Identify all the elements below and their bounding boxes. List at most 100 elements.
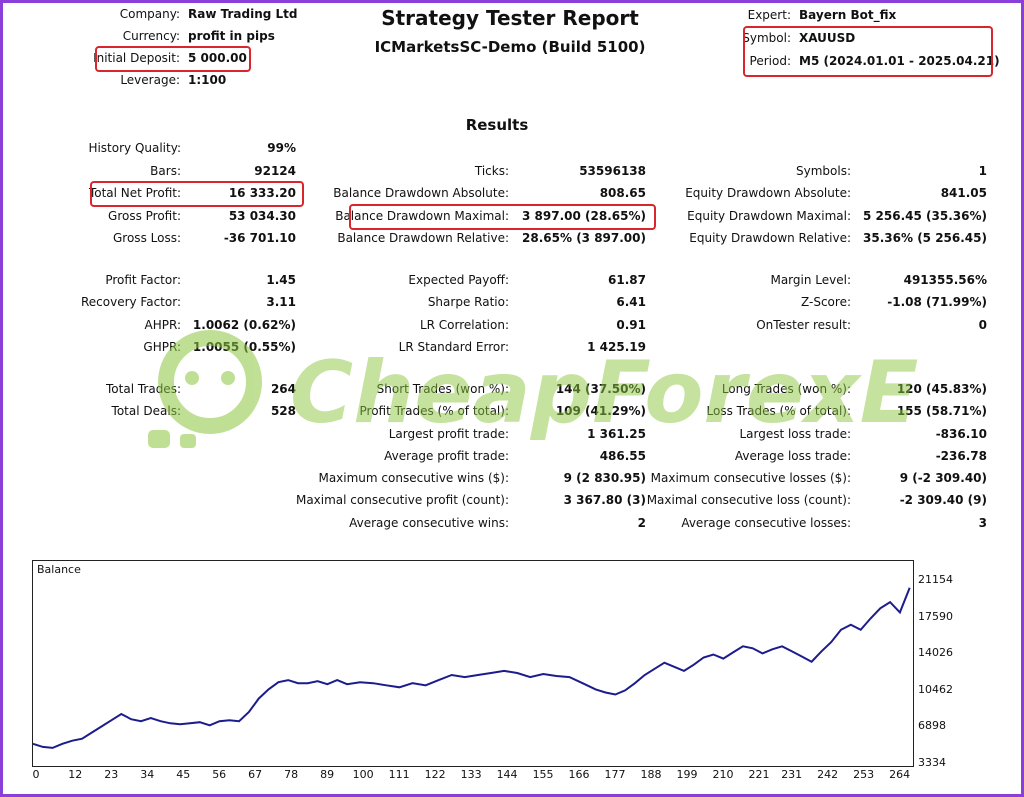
avg-consec-wins-value: 2 xyxy=(637,516,646,530)
initial-deposit-label: Initial Deposit: xyxy=(93,51,180,65)
eq-dd-abs-label: Equity Drawdown Absolute: xyxy=(685,186,851,200)
leverage-label: Leverage: xyxy=(120,73,180,87)
x-tick-label: 264 xyxy=(889,768,911,781)
ontester-label: OnTester result: xyxy=(756,318,851,332)
period-value: M5 (2024.01.01 - 2025.04.21) xyxy=(799,54,1000,68)
sharpe-label: Sharpe Ratio: xyxy=(427,295,509,309)
maximal-consec-profit-value: 3 367.80 (3) xyxy=(563,493,646,507)
symbol-label: Symbol: xyxy=(742,31,791,45)
currency-value: profit in pips xyxy=(188,29,275,43)
report-subtitle: ICMarketsSC-Demo (Build 5100) xyxy=(374,38,646,56)
max-consec-losses-label: Maximum consecutive losses ($): xyxy=(650,471,851,485)
loss-trades-label: Loss Trades (% of total): xyxy=(706,404,852,418)
largest-loss-label: Largest loss trade: xyxy=(739,427,851,441)
max-consec-losses-value: 9 (-2 309.40) xyxy=(899,471,987,485)
symbol-period-highlight-box xyxy=(743,26,993,77)
x-tick-label: 23 xyxy=(104,768,119,781)
balance-series-line xyxy=(33,587,911,749)
recovery-factor-value: 3.11 xyxy=(266,295,296,309)
net-profit-label: Total Net Profit: xyxy=(88,186,181,200)
eq-dd-rel-label: Equity Drawdown Relative: xyxy=(689,231,851,245)
y-tick-label: 21154 xyxy=(918,573,953,586)
largest-profit-value: 1 361.25 xyxy=(587,427,646,441)
margin-level-label: Margin Level: xyxy=(770,273,851,287)
max-consec-wins-label: Maximum consecutive wins ($): xyxy=(318,471,509,485)
x-tick-label: 56 xyxy=(212,768,227,781)
avg-consec-wins-label: Average consecutive wins: xyxy=(349,516,509,530)
y-tick-label: 14026 xyxy=(918,646,953,660)
ahpr-value: 1.0062 (0.62%) xyxy=(192,318,296,332)
avg-loss-label: Average loss trade: xyxy=(734,449,851,463)
gross-profit-value: 53 034.30 xyxy=(228,209,296,223)
avg-loss-value: -236.78 xyxy=(935,449,987,463)
history-quality-value: 99% xyxy=(267,141,296,155)
symbol-value: XAUUSD xyxy=(799,31,856,45)
profit-factor-label: Profit Factor: xyxy=(105,273,181,287)
total-trades-value: 264 xyxy=(270,382,296,396)
x-tick-label: 177 xyxy=(604,768,626,781)
x-tick-label: 0 xyxy=(32,768,40,781)
profit-trades-value: 109 (41.29%) xyxy=(555,404,646,418)
x-tick-label: 221 xyxy=(748,768,770,781)
maximal-consec-loss-value: -2 309.40 (9) xyxy=(899,493,987,507)
ghpr-label: GHPR: xyxy=(143,340,181,354)
zscore-label: Z-Score: xyxy=(801,295,851,309)
ticks-label: Ticks: xyxy=(474,164,509,178)
maximal-consec-loss-label: Maximal consecutive loss (count): xyxy=(646,493,851,507)
chart-title: Balance xyxy=(37,563,81,576)
recovery-factor-label: Recovery Factor: xyxy=(80,295,181,309)
bal-dd-rel-label: Balance Drawdown Relative: xyxy=(337,231,509,245)
eq-dd-abs-value: 841.05 xyxy=(940,186,987,200)
profit-trades-label: Profit Trades (% of total): xyxy=(359,404,509,418)
x-tick-label: 67 xyxy=(248,768,263,781)
bal-dd-abs-label: Balance Drawdown Absolute: xyxy=(333,186,509,200)
currency-label: Currency: xyxy=(122,29,180,43)
ticks-value: 53596138 xyxy=(579,164,646,178)
balance-chart: Balance xyxy=(32,560,914,767)
margin-level-value: 491355.56% xyxy=(903,273,987,287)
symbols-label: Symbols: xyxy=(796,164,851,178)
leverage-value: 1:100 xyxy=(188,73,227,87)
y-tick-label: 6898 xyxy=(918,719,946,733)
x-tick-label: 45 xyxy=(176,768,191,781)
avg-consec-losses-label: Average consecutive losses: xyxy=(681,516,851,530)
balance-chart-svg xyxy=(33,587,911,749)
bal-dd-abs-value: 808.65 xyxy=(599,186,646,200)
long-trades-value: 120 (45.83%) xyxy=(896,382,987,396)
x-tick-label: 188 xyxy=(640,768,662,781)
sharpe-value: 6.41 xyxy=(616,295,646,309)
eq-dd-max-value: 5 256.45 (35.36%) xyxy=(863,209,987,223)
company-label: Company: xyxy=(119,7,180,21)
history-quality-label: History Quality: xyxy=(88,141,181,155)
avg-profit-value: 486.55 xyxy=(599,449,646,463)
report-title: Strategy Tester Report xyxy=(381,6,639,30)
bars-value: 92124 xyxy=(254,164,296,178)
y-tick-label: 10462 xyxy=(918,682,953,696)
avg-profit-label: Average profit trade: xyxy=(384,449,509,463)
x-tick-label: 111 xyxy=(388,768,410,781)
x-tick-label: 210 xyxy=(712,768,734,781)
ontester-value: 0 xyxy=(978,318,987,332)
y-tick-label: 3334 xyxy=(918,756,946,769)
total-deals-value: 528 xyxy=(270,404,296,418)
x-tick-label: 155 xyxy=(532,768,554,781)
net-profit-highlight-box xyxy=(90,181,304,207)
ghpr-value: 1.0055 (0.55%) xyxy=(192,340,296,354)
max-consec-wins-value: 9 (2 830.95) xyxy=(563,471,646,485)
lr-stderr-label: LR Standard Error: xyxy=(398,340,509,354)
x-tick-label: 166 xyxy=(568,768,590,781)
short-trades-label: Short Trades (won %): xyxy=(376,382,509,396)
net-profit-value: 16 333.20 xyxy=(228,186,296,200)
short-trades-value: 144 (37.50%) xyxy=(555,382,646,396)
symbols-value: 1 xyxy=(978,164,987,178)
x-tick-label: 133 xyxy=(460,768,482,781)
company-value: Raw Trading Ltd xyxy=(188,7,298,21)
lr-correlation-label: LR Correlation: xyxy=(419,318,509,332)
bal-dd-rel-value: 28.65% (3 897.00) xyxy=(522,231,646,245)
x-tick-label: 78 xyxy=(284,768,299,781)
gross-loss-label: Gross Loss: xyxy=(113,231,181,245)
deposit-highlight-box xyxy=(95,46,251,72)
maximal-consec-profit-label: Maximal consecutive profit (count): xyxy=(295,493,509,507)
y-tick-label: 17590 xyxy=(918,609,953,623)
gross-profit-label: Gross Profit: xyxy=(108,209,181,223)
